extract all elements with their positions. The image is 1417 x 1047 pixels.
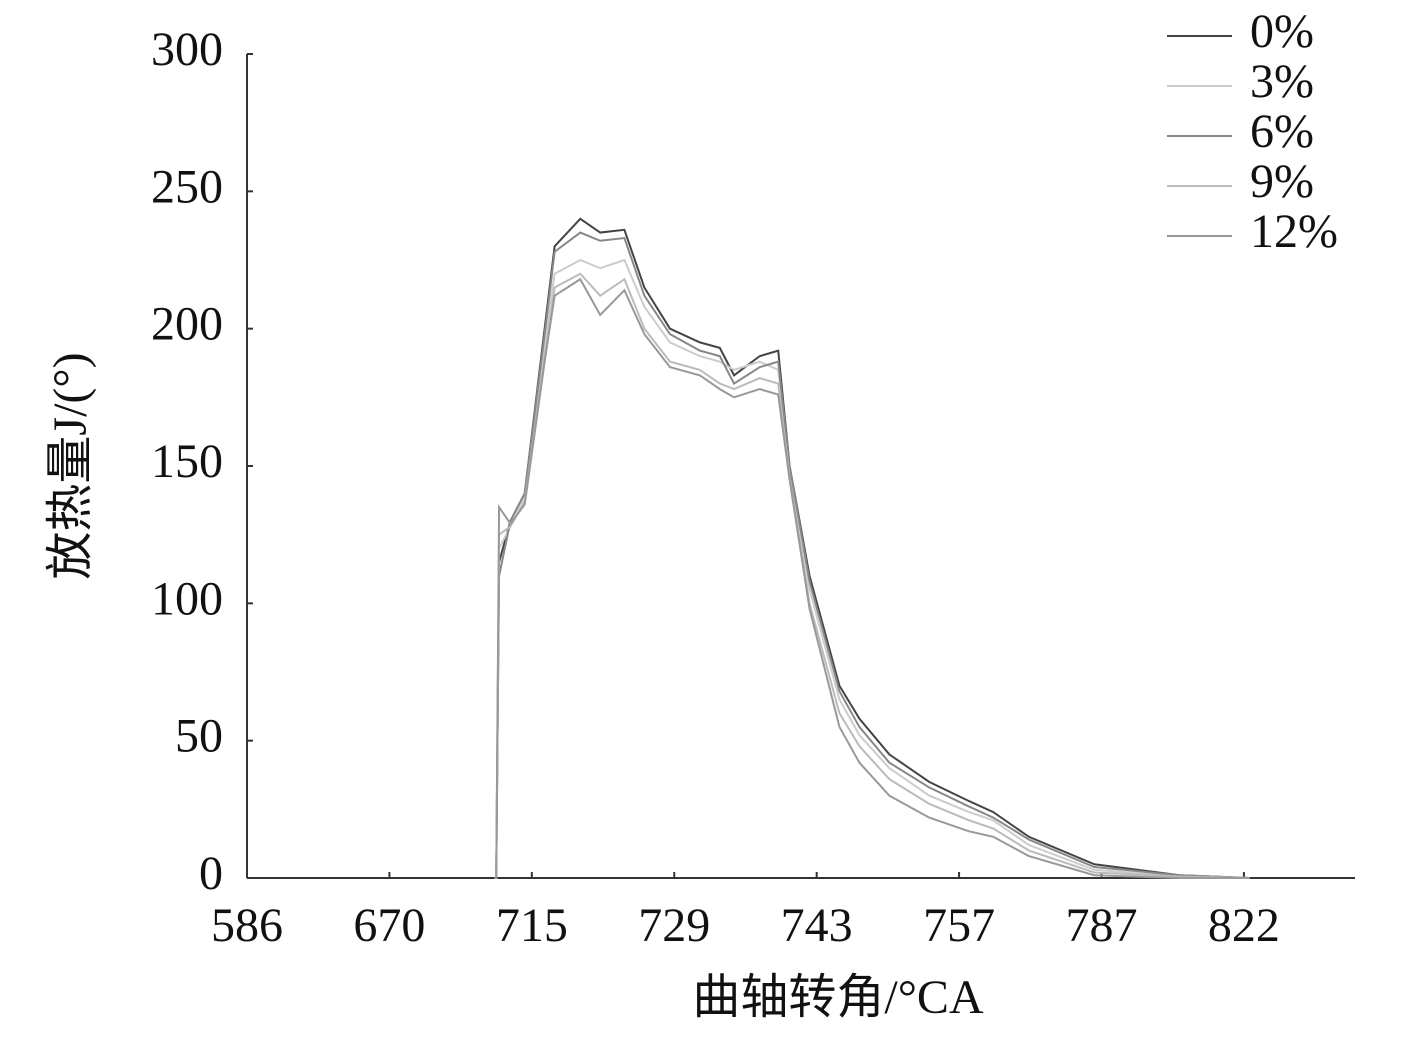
y-tick-label: 250 [151, 160, 223, 213]
x-tick-label: 670 [353, 899, 425, 952]
data-line [494, 277, 1250, 879]
legend-label: 9% [1250, 155, 1314, 208]
data-line [494, 258, 1250, 879]
x-tick-label: 586 [211, 899, 283, 952]
legend-label: 6% [1250, 105, 1314, 158]
x-tick-label: 757 [923, 899, 995, 952]
data-line [494, 231, 1250, 879]
data-line [494, 272, 1250, 879]
x-tick-label: 787 [1065, 899, 1137, 952]
legend-label: 3% [1250, 55, 1314, 108]
x-tick-label: 743 [781, 899, 853, 952]
data-line [494, 217, 1250, 879]
x-tick-label: 729 [638, 899, 710, 952]
legend-label: 0% [1250, 5, 1314, 58]
y-tick-label: 0 [199, 847, 223, 900]
x-axis-label: 曲轴转角/°CA [692, 971, 984, 1024]
y-tick-label: 200 [151, 298, 223, 351]
y-tick-label: 100 [151, 572, 223, 625]
y-tick-label: 300 [151, 23, 223, 76]
y-axis-label: 放热量J/(°) [44, 352, 97, 579]
x-tick-label: 715 [496, 899, 568, 952]
x-tick-label: 822 [1208, 899, 1280, 952]
legend-label: 12% [1250, 205, 1338, 258]
y-tick-label: 50 [175, 710, 223, 763]
y-tick-label: 150 [151, 435, 223, 488]
